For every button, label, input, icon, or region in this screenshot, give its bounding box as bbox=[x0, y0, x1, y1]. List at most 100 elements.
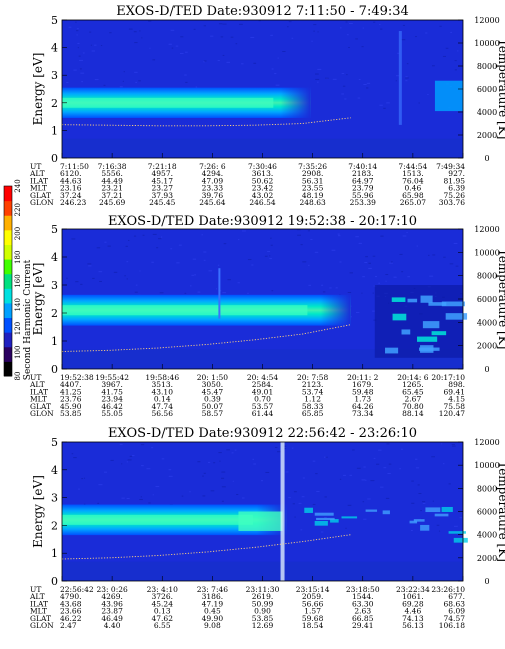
heatmap-cell bbox=[352, 449, 355, 451]
heatmap-cell bbox=[323, 456, 327, 458]
heatmap-cell bbox=[140, 496, 142, 498]
chart-title: EXOS-D/TED Date:930912 7:11:50 - 7:49:34 bbox=[116, 4, 409, 19]
table-cell: 2908. bbox=[302, 169, 323, 178]
heatmap-cell bbox=[90, 44, 92, 46]
heatmap-cell bbox=[368, 262, 372, 264]
table-cell: 4.40 bbox=[104, 621, 121, 630]
heatmap-cell bbox=[151, 261, 154, 263]
heatmap-cell bbox=[397, 52, 400, 54]
table-cell: 20: 7:58 bbox=[297, 373, 329, 382]
colorbar-cell bbox=[4, 273, 12, 289]
heatmap-cell bbox=[368, 267, 372, 269]
heatmap-cell bbox=[436, 524, 440, 526]
heatmap-cell bbox=[227, 279, 231, 281]
heatmap-cell bbox=[220, 36, 224, 38]
heatmap-cell bbox=[401, 39, 406, 41]
heatmap-cell bbox=[184, 74, 187, 76]
heatmap-cell bbox=[418, 492, 422, 494]
heatmap-cell bbox=[346, 34, 349, 36]
heatmap-cell bbox=[134, 42, 138, 44]
heatmap-cell bbox=[304, 507, 313, 513]
table-cell: 23.33 bbox=[202, 184, 224, 193]
heatmap-cell bbox=[357, 97, 361, 99]
heatmap-cell bbox=[362, 27, 364, 29]
heatmap-cell bbox=[284, 448, 287, 450]
y-tick-label: 4 bbox=[51, 42, 58, 55]
heatmap-cell bbox=[347, 504, 352, 506]
heatmap-cell bbox=[387, 472, 391, 474]
row-label: GLON bbox=[30, 409, 54, 418]
heatmap-cell bbox=[81, 81, 83, 83]
table-cell: 65.45 bbox=[402, 387, 424, 396]
heatmap-cell bbox=[349, 474, 353, 476]
heatmap-cell bbox=[276, 451, 281, 453]
heatmap-cell bbox=[97, 502, 100, 504]
y-tick-label: 2 bbox=[51, 519, 58, 532]
heatmap-cell bbox=[261, 480, 264, 482]
table-cell: 41.25 bbox=[60, 387, 82, 396]
heatmap-cell bbox=[197, 461, 201, 463]
heatmap-cell bbox=[217, 264, 220, 266]
table-cell: 64.26 bbox=[352, 402, 374, 411]
table-cell: 37.93 bbox=[152, 191, 174, 200]
table-cell: 245.45 bbox=[149, 198, 175, 207]
heatmap-cell bbox=[346, 74, 348, 76]
heatmap-cell bbox=[339, 478, 342, 480]
table-cell: 4269. bbox=[101, 592, 122, 601]
table-cell: 59.68 bbox=[302, 614, 324, 623]
heatmap-cell bbox=[201, 234, 203, 236]
y2-tick-label: 12000 bbox=[474, 225, 499, 234]
heatmap-cell bbox=[219, 460, 221, 462]
heatmap-cell bbox=[342, 85, 346, 87]
y2-axis-label: Temperature [K] bbox=[496, 461, 505, 562]
heatmap-cell bbox=[324, 496, 327, 498]
heatmap-cell bbox=[285, 471, 289, 473]
heatmap-cell bbox=[316, 81, 319, 83]
table-cell: 23:22:34 bbox=[396, 585, 430, 594]
heatmap-cell bbox=[152, 59, 155, 61]
heatmap-cell bbox=[453, 242, 458, 244]
row-label: MLT bbox=[30, 395, 47, 404]
heatmap-cell bbox=[329, 287, 332, 289]
colorbar-tick-label: 100 bbox=[14, 346, 22, 359]
colorbar-cell bbox=[4, 302, 12, 319]
heatmap-cell bbox=[270, 244, 273, 246]
heatmap-cell bbox=[307, 230, 310, 232]
table-cell: 76.04 bbox=[402, 176, 424, 185]
heatmap-cell bbox=[294, 516, 296, 518]
heatmap-cell bbox=[316, 517, 335, 521]
heatmap-cell bbox=[376, 463, 380, 465]
heatmap-cell bbox=[313, 30, 315, 32]
heatmap-cell bbox=[445, 313, 468, 320]
heatmap-cell bbox=[302, 261, 307, 263]
table-cell: 53.74 bbox=[302, 387, 324, 396]
heatmap-cell bbox=[314, 512, 334, 516]
table-cell: 1.12 bbox=[304, 395, 321, 404]
heatmap-cell bbox=[247, 292, 249, 294]
y2-tick-label: 8000 bbox=[477, 62, 497, 71]
heatmap-cell bbox=[180, 36, 184, 38]
y-tick-label: 4 bbox=[51, 251, 58, 264]
spike bbox=[218, 268, 221, 319]
heatmap-cell bbox=[425, 507, 441, 513]
heatmap-cell bbox=[184, 51, 188, 53]
table-cell: 45.24 bbox=[152, 599, 174, 608]
table-cell: 41.75 bbox=[101, 387, 123, 396]
heatmap-cell bbox=[110, 459, 114, 461]
heatmap-cell bbox=[80, 72, 85, 74]
heatmap-cell bbox=[158, 238, 162, 240]
heatmap-cell bbox=[135, 284, 138, 286]
colorbar-cell bbox=[4, 361, 12, 377]
y2-tick-label: 4000 bbox=[477, 108, 497, 117]
table-cell: 106.18 bbox=[439, 621, 465, 630]
heatmap-cell bbox=[282, 50, 286, 52]
orbit-table: UT 22:56:42 23: 0:26 23: 4:10 23: 7:46 23:11:… bbox=[29, 585, 465, 630]
heatmap-cell bbox=[388, 463, 392, 465]
y-axis-label: Energy [eV] bbox=[31, 475, 45, 548]
heatmap-cell bbox=[399, 253, 403, 255]
table-cell: 64.97 bbox=[352, 176, 374, 185]
table-cell: 23:11:30 bbox=[246, 585, 280, 594]
y-tick-label: 2 bbox=[51, 97, 58, 110]
heatmap-cell bbox=[345, 21, 348, 23]
table-cell: 3513. bbox=[152, 380, 173, 389]
